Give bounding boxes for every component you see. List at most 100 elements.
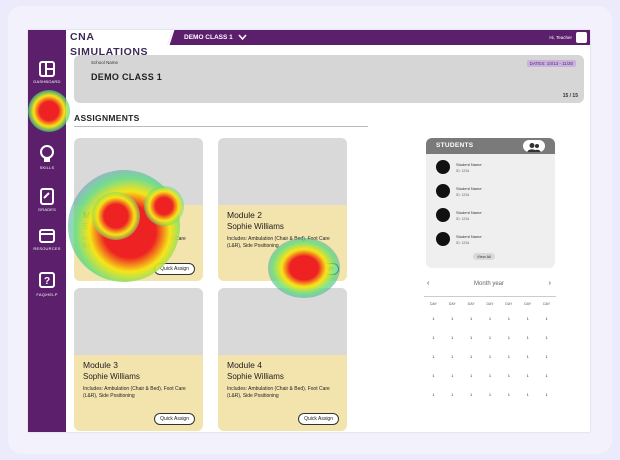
sidebar-item-grades[interactable]: GRADES [28,186,66,212]
calendar-week: 1 1 1 1 1 1 1 [424,373,556,392]
class-selector[interactable]: DEMO CLASS 1 [184,30,247,45]
calendar-day[interactable]: 1 [470,316,473,321]
calendar-day[interactable]: 1 [432,316,435,321]
list-item[interactable]: Student Name ID: 1234 [436,184,548,202]
add-student-button[interactable] [523,140,545,152]
avatar [436,208,450,222]
calendar-day[interactable]: 1 [470,354,473,359]
card-thumbnail [74,288,203,355]
calendar-day[interactable]: 1 [451,354,454,359]
calendar-day[interactable]: 1 [526,354,529,359]
card-teacher: Sophie Williams [227,222,284,231]
calendar-day[interactable]: 1 [451,335,454,340]
prev-month-button[interactable]: ‹ [427,280,430,287]
calendar-day[interactable]: 1 [545,316,548,321]
calendar-day[interactable]: 1 [526,335,529,340]
view-all-button[interactable]: View All [473,253,495,260]
calendar-day[interactable]: 1 [545,392,548,397]
student-name: Student Name [456,186,482,191]
app-window: DASHBOARD SKILLS GRADES [28,30,590,432]
student-id: ID: 1234 [456,241,470,245]
card-title: Module 4 [227,360,262,370]
student-id: ID: 1234 [456,169,470,173]
calendar-day[interactable]: 1 [545,373,548,378]
list-item[interactable]: Student Name ID: 1234 [436,208,548,226]
calendar-day[interactable]: 1 [432,392,435,397]
help-icon: ? [39,272,55,288]
app-logo: CNA SIMULATIONS [66,30,174,58]
sidebar-item-dashboard[interactable]: DASHBOARD [28,60,66,84]
avatar [436,232,450,246]
calendar-day-header: DAY [429,302,437,306]
next-month-button[interactable]: › [548,280,551,287]
avatar [436,160,450,174]
calendar-day[interactable]: 1 [488,354,492,359]
assignment-card[interactable]: Module 1 Sophie Williams Includes: Ambul… [74,138,203,281]
card-thumbnail [74,138,203,205]
calendar-day[interactable]: 1 [507,335,510,340]
assignment-card[interactable]: Module 2 Sophie Williams Includes: Ambul… [218,138,347,281]
sidebar-item-label: RESOURCES [33,246,61,251]
calendar-week: 1 1 1 1 1 1 1 [424,354,556,373]
assignment-card[interactable]: Module 4 Sophie Williams Includes: Ambul… [218,288,347,431]
sidebar-item-classes[interactable] [28,104,66,123]
calendar-day[interactable]: 1 [526,392,529,397]
calendar-day[interactable]: 1 [432,354,435,359]
calendar-day[interactable]: 1 [488,316,492,321]
calendar-day[interactable]: 1 [488,335,492,340]
sidebar-item-skills[interactable]: SKILLS [28,144,66,170]
calendar-divider [424,296,556,297]
calendar-day-header: DAY [467,302,475,306]
student-name: Student Name [456,162,482,167]
class-banner: School Name DEMO CLASS 1 DATES: 10/13 - … [74,55,584,103]
calendar-day[interactable]: 1 [507,373,510,378]
calendar-grid: DAY DAY DAY DAY DAY DAY DAY 1 1 1 1 1 1 1 1 1 1 1 1 1 1 1 1 1 1 1… [424,302,556,411]
calendar-day[interactable]: 1 [545,335,548,340]
students-panel: STUDENTS Student Name ID: 1234 Student N… [426,138,555,268]
calendar-day[interactable]: 1 [470,392,473,397]
calendar-day[interactable]: 1 [451,373,454,378]
calendar-day[interactable]: 1 [488,373,492,378]
sidebar-item-help[interactable]: ? FAQ/HELP [28,271,66,297]
calendar-day-header: DAY [543,302,551,306]
list-item[interactable]: Student Name ID: 1234 [436,160,548,178]
list-item[interactable]: Student Name ID: 1234 [436,232,548,250]
calendar-day[interactable]: 1 [526,316,529,321]
calendar-day[interactable]: 1 [451,316,454,321]
calendar-day[interactable]: 1 [432,373,435,378]
students-header: STUDENTS [426,138,555,154]
user-greeting: Hi, Teacher [549,35,572,40]
dashboard-icon [39,61,55,77]
calendar-day[interactable]: 1 [507,354,510,359]
card-thumbnail [218,288,347,355]
sidebar-item-label: GRADES [37,207,57,212]
calendar-day[interactable]: 1 [470,335,473,340]
assignments-heading: ASSIGNMENTS [74,113,140,123]
calendar-day[interactable]: 1 [488,392,492,397]
calendar-day[interactable]: 1 [470,373,473,378]
section-divider [74,126,368,127]
calendar-day[interactable]: 1 [526,373,529,378]
quick-assign-button[interactable]: Quick Assign [154,413,195,425]
quick-assign-button[interactable]: Quick Assign [298,263,339,275]
calendar-nav: ‹ Month year › [424,280,554,292]
card-description: Includes: Ambulation (Chair & Bed), Foot… [83,386,186,399]
card-description: Includes: Ambulation (Chair & Bed), Foot… [83,236,186,249]
quick-assign-button[interactable]: Quick Assign [298,413,339,425]
quick-assign-button[interactable]: Quick Assign [154,263,195,275]
avatar[interactable] [576,32,587,43]
calendar-day[interactable]: 1 [545,354,548,359]
card-teacher: Sophie Williams [83,372,140,381]
dates-badge: DATES: 10/13 - 11/30 [526,60,576,67]
card-title: Module 1 [83,210,118,220]
calendar-day[interactable]: 1 [451,392,454,397]
calendar-day[interactable]: 1 [507,392,510,397]
assignment-card[interactable]: Module 3 Sophie Williams Includes: Ambul… [74,288,203,431]
calendar-day[interactable]: 1 [507,316,510,321]
sidebar-item-resources[interactable]: RESOURCES [28,227,66,251]
calendar-day-header: DAY [505,302,513,306]
calendar-day[interactable]: 1 [432,335,435,340]
student-count: 15 / 15 [562,93,578,99]
school-name-label: School Name [91,60,119,65]
calendar-week: 1 1 1 1 1 1 1 [424,392,556,411]
